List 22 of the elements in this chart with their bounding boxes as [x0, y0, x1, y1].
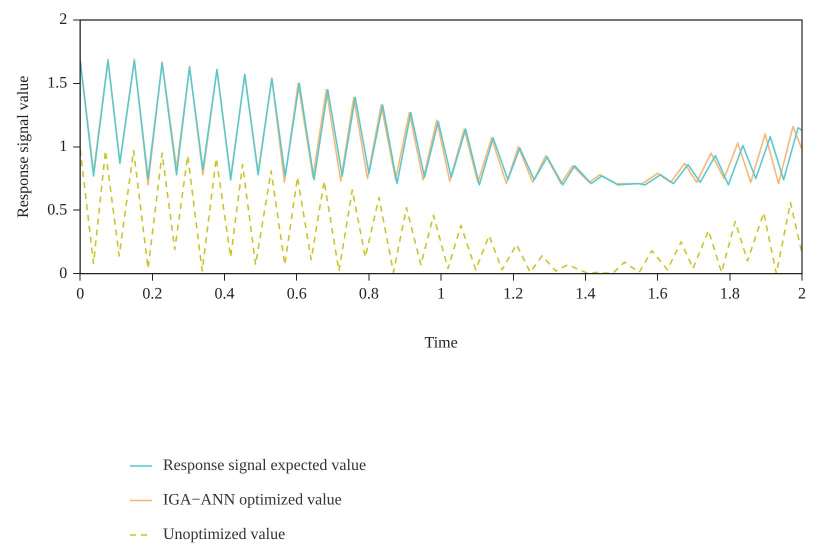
x-tick-label: 0.4 — [214, 285, 235, 302]
line-series — [80, 148, 802, 274]
y-tick-label: 0 — [59, 264, 68, 282]
x-tick-label: 2 — [798, 285, 806, 302]
x-tick-label: 1.2 — [503, 285, 524, 302]
y-tick-label: 1 — [59, 138, 68, 156]
x-tick-label: 1.8 — [720, 285, 740, 302]
x-tick-label: 0 — [76, 285, 84, 302]
y-tick-label: 0.5 — [47, 201, 68, 218]
x-tick-label: 0.2 — [142, 285, 162, 302]
x-tick-label: 1.6 — [648, 285, 668, 302]
x-tick-label: 0.6 — [286, 285, 307, 302]
y-tick-label: 1.5 — [47, 74, 68, 92]
y-axis-title: Response signal value — [14, 76, 32, 218]
legend-label: Response signal expected value — [163, 457, 366, 474]
x-tick-label: 1.4 — [575, 285, 596, 302]
x-axis-title: Time — [424, 334, 458, 352]
x-tick-label: 1 — [437, 285, 446, 302]
y-tick-label: 2 — [59, 11, 68, 28]
legend-label: Unoptimized value — [163, 526, 286, 544]
x-tick-label: 0.8 — [358, 285, 379, 302]
legend-label: IGA−ANN optimized value — [163, 492, 342, 509]
